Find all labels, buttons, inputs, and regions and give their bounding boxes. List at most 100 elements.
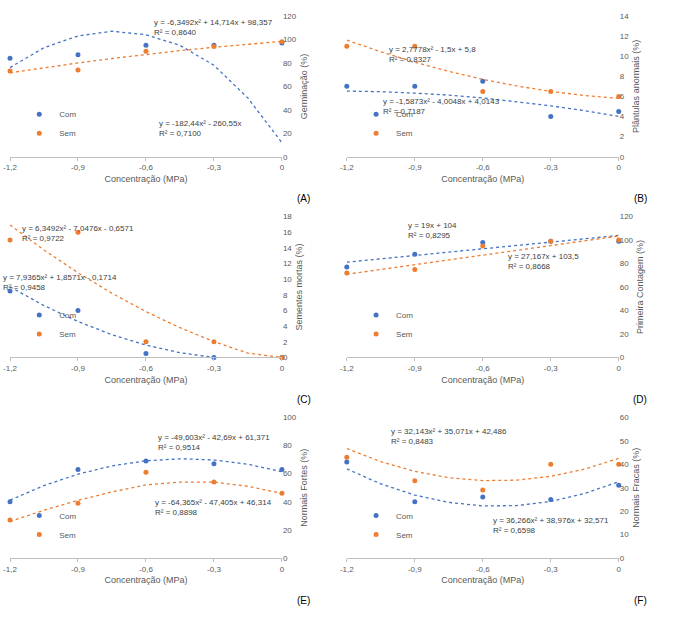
- svg-text:80: 80: [620, 259, 629, 268]
- svg-text:10: 10: [620, 52, 629, 61]
- svg-text:120: 120: [283, 12, 297, 21]
- svg-text:y = 36,266x² + 38,976x + 32,57: y = 36,266x² + 38,976x + 32,571R² = 0,65…: [493, 516, 609, 535]
- svg-text:80: 80: [283, 441, 292, 450]
- svg-text:-0,3: -0,3: [207, 565, 221, 574]
- svg-text:40: 40: [620, 306, 629, 315]
- svg-text:12: 12: [283, 259, 292, 268]
- svg-text:y = 7,9365x² + 1,8571x - 0,171: y = 7,9365x² + 1,8571x - 0,1714R² = 0,94…: [3, 273, 117, 292]
- svg-text:20: 20: [620, 507, 629, 516]
- svg-text:8: 8: [620, 72, 625, 81]
- svg-text:y = -64,365x² - 47,405x + 46,3: y = -64,365x² - 47,405x + 46,314R² = 0,8…: [155, 498, 272, 517]
- svg-text:2: 2: [283, 338, 288, 347]
- svg-text:0: 0: [283, 153, 288, 162]
- svg-text:18: 18: [283, 212, 292, 221]
- svg-text:Plântulas anormais (%): Plântulas anormais (%): [631, 40, 641, 133]
- svg-text:(A): (A): [297, 193, 310, 204]
- svg-text:0: 0: [283, 353, 288, 362]
- svg-text:-0,6: -0,6: [139, 565, 153, 574]
- svg-text:-1,2: -1,2: [3, 364, 17, 373]
- svg-text:-0,3: -0,3: [544, 163, 558, 172]
- svg-text:30: 30: [620, 484, 629, 493]
- svg-text:-1,2: -1,2: [3, 163, 17, 172]
- svg-text:-0,9: -0,9: [408, 565, 422, 574]
- svg-text:6: 6: [283, 306, 288, 315]
- svg-text:y = -49,603x² - 42,69x + 61,37: y = -49,603x² - 42,69x + 61,371R² = 0,95…: [158, 433, 270, 452]
- svg-text:100: 100: [620, 236, 634, 245]
- svg-text:10: 10: [620, 530, 629, 539]
- svg-text:-0,6: -0,6: [476, 364, 490, 373]
- svg-text:0: 0: [283, 554, 288, 563]
- svg-text:-1,2: -1,2: [340, 565, 354, 574]
- svg-text:Concentração (MPa): Concentração (MPa): [441, 375, 524, 385]
- svg-text:14: 14: [283, 244, 292, 253]
- svg-text:(F): (F): [634, 595, 647, 606]
- svg-text:4: 4: [283, 322, 288, 331]
- svg-text:20: 20: [620, 330, 629, 339]
- svg-text:8: 8: [283, 291, 288, 300]
- svg-text:-0,3: -0,3: [207, 163, 221, 172]
- svg-text:40: 40: [620, 460, 629, 469]
- svg-text:y = 2,7778x² - 1,5x + 5,8R² =: y = 2,7778x² - 1,5x + 5,8R² = 0,8327: [389, 45, 476, 64]
- svg-text:Com: Com: [396, 110, 413, 119]
- svg-text:Concentração (MPa): Concentração (MPa): [104, 375, 187, 385]
- svg-text:-0,9: -0,9: [408, 163, 422, 172]
- svg-text:100: 100: [283, 413, 297, 422]
- svg-text:14: 14: [620, 12, 629, 21]
- svg-text:-0,6: -0,6: [139, 163, 153, 172]
- svg-text:Com: Com: [59, 512, 76, 521]
- svg-text:4: 4: [620, 112, 625, 121]
- svg-text:Com: Com: [396, 512, 413, 521]
- svg-text:Com: Com: [59, 110, 76, 119]
- svg-text:-1,2: -1,2: [340, 163, 354, 172]
- svg-text:Concentração (MPa): Concentração (MPa): [441, 174, 524, 184]
- svg-text:Normais Fracas (%): Normais Fracas (%): [631, 448, 641, 528]
- svg-text:0: 0: [280, 364, 285, 373]
- svg-text:y = -1,5873x² - 4,0048x + 4,01: y = -1,5873x² - 4,0048x + 4,0143R² = 0,7…: [383, 97, 500, 116]
- svg-text:-1,2: -1,2: [3, 565, 17, 574]
- svg-text:y = 6,3492x² - 7,0476x - 0,657: y = 6,3492x² - 7,0476x - 0,6571R² = 0,97…: [22, 224, 134, 243]
- svg-text:y = 27,167x + 103,5R² = 0,8668: y = 27,167x + 103,5R² = 0,8668: [508, 252, 579, 271]
- svg-text:Sem: Sem: [59, 330, 76, 339]
- svg-text:-0,6: -0,6: [476, 565, 490, 574]
- svg-text:6: 6: [620, 92, 625, 101]
- svg-text:-0,6: -0,6: [139, 364, 153, 373]
- svg-text:Com: Com: [396, 311, 413, 320]
- svg-text:20: 20: [283, 526, 292, 535]
- svg-text:0: 0: [620, 554, 625, 563]
- svg-text:Com: Com: [59, 311, 76, 320]
- svg-text:0: 0: [620, 153, 625, 162]
- svg-text:0: 0: [617, 364, 622, 373]
- svg-text:60: 60: [283, 82, 292, 91]
- svg-text:(C): (C): [297, 394, 311, 405]
- svg-text:-0,9: -0,9: [71, 364, 85, 373]
- svg-text:12: 12: [620, 32, 629, 41]
- svg-text:2: 2: [620, 132, 625, 141]
- svg-text:0: 0: [617, 163, 622, 172]
- svg-text:y = 32,143x² + 35,071x + 42,48: y = 32,143x² + 35,071x + 42,486R² = 0,84…: [391, 427, 507, 446]
- svg-text:80: 80: [283, 59, 292, 68]
- svg-text:Primeira Contagem (%): Primeira Contagem (%): [635, 240, 645, 334]
- svg-text:60: 60: [620, 413, 629, 422]
- svg-text:-0,3: -0,3: [544, 364, 558, 373]
- svg-text:Concentração (MPa): Concentração (MPa): [104, 174, 187, 184]
- svg-text:20: 20: [283, 129, 292, 138]
- svg-text:(E): (E): [297, 595, 310, 606]
- svg-text:y = -6,3492x² + 14,714x + 98,3: y = -6,3492x² + 14,714x + 98,357R² = 0,8…: [154, 18, 273, 37]
- svg-text:100: 100: [283, 35, 297, 44]
- svg-text:0: 0: [280, 565, 285, 574]
- svg-text:Concentração (MPa): Concentração (MPa): [104, 575, 187, 585]
- svg-text:120: 120: [620, 212, 634, 221]
- svg-text:-0,3: -0,3: [544, 565, 558, 574]
- svg-text:Concentração (MPa): Concentração (MPa): [441, 575, 524, 585]
- svg-text:10: 10: [283, 275, 292, 284]
- svg-text:60: 60: [283, 469, 292, 478]
- svg-text:-1,2: -1,2: [340, 364, 354, 373]
- svg-text:Sem: Sem: [396, 531, 413, 540]
- svg-text:Sementes mortas (%): Sementes mortas (%): [294, 244, 304, 331]
- svg-text:y = -182,44x² - 260,55xR² = 0,: y = -182,44x² - 260,55xR² = 0,7100: [159, 119, 242, 138]
- svg-text:y = 19x + 104R² = 0,8295: y = 19x + 104R² = 0,8295: [408, 221, 457, 240]
- svg-text:Sem: Sem: [396, 330, 413, 339]
- svg-text:0: 0: [617, 565, 622, 574]
- svg-text:-0,6: -0,6: [476, 163, 490, 172]
- svg-text:40: 40: [283, 106, 292, 115]
